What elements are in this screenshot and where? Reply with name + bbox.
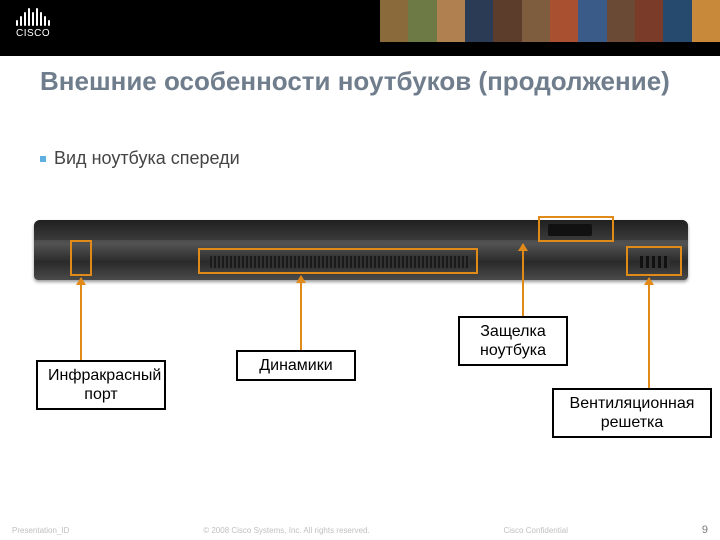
arrow-vent <box>648 278 650 388</box>
subheading-text: Вид ноутбука спереди <box>54 148 240 169</box>
label-ir-port: Инфракрасныйпорт <box>36 360 166 410</box>
highlight-latch <box>538 216 614 242</box>
bullet-line: Вид ноутбука спереди <box>40 148 240 169</box>
cisco-logo-bars-icon <box>16 8 50 26</box>
label-vent: Вентиляционнаярешетка <box>552 388 712 438</box>
decorative-photo-strip <box>380 0 720 42</box>
highlight-vent <box>626 246 682 276</box>
slide-title: Внешние особенности ноутбуков (продолжен… <box>40 66 670 97</box>
top-bar: CISCO <box>0 0 720 56</box>
footer-center: © 2008 Cisco Systems, Inc. All rights re… <box>203 526 369 535</box>
label-latch: Защелканоутбука <box>458 316 568 366</box>
footer: Presentation_ID © 2008 Cisco Systems, In… <box>0 524 720 536</box>
arrow-latch <box>522 244 524 316</box>
footer-right: Cisco Confidential <box>504 526 568 535</box>
cisco-logo: CISCO <box>16 8 50 39</box>
label-speakers: Динамики <box>236 350 356 381</box>
page-number: 9 <box>702 524 708 536</box>
arrow-speakers <box>300 276 302 350</box>
footer-left: Presentation_ID <box>12 526 69 535</box>
highlight-speakers <box>198 248 478 274</box>
highlight-ir-port <box>70 240 92 276</box>
cisco-logo-text: CISCO <box>16 28 50 39</box>
arrow-ir <box>80 278 82 360</box>
bullet-square-icon <box>40 156 46 162</box>
